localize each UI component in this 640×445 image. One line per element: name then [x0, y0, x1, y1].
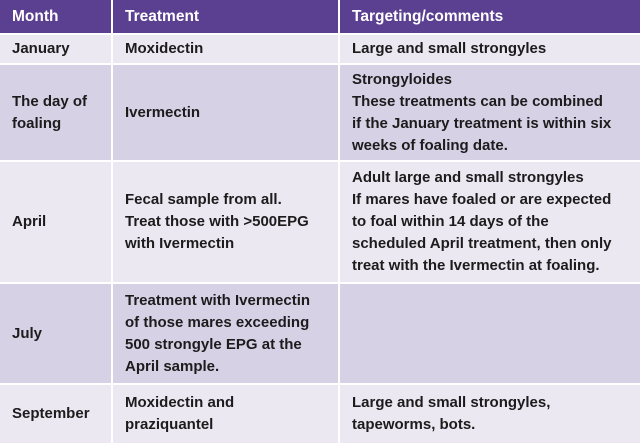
table-row: January Moxidectin Large and small stron…	[0, 35, 640, 65]
header-comments: Targeting/comments	[340, 0, 640, 35]
treatment-line: 500 strongyle EPG at the	[125, 335, 302, 353]
comment-line: Adult large and small strongyles	[352, 169, 584, 186]
treatment-cell: Fecal sample from all. Treat those with …	[113, 162, 340, 284]
month-line: foaling	[12, 114, 62, 132]
treatment-line: April sample.	[125, 357, 220, 375]
comments-cell: Strongyloides These treatments can be co…	[340, 65, 640, 162]
header-month: Month	[0, 0, 113, 35]
header-treatment: Treatment	[113, 0, 340, 35]
table-row: September Moxidectin and praziquantel La…	[0, 385, 640, 445]
comment-line: Large and small strongyles,	[352, 394, 551, 411]
treatment-cell: Moxidectin and praziquantel	[113, 385, 340, 445]
month-cell: January	[0, 35, 113, 65]
comment-line: These treatments can be combined	[352, 92, 603, 110]
treatment-cell: Ivermectin	[113, 65, 340, 162]
comments-cell: Large and small strongyles	[340, 35, 640, 65]
comment-line: If mares have foaled or are expected	[352, 191, 612, 208]
comments-cell: Adult large and small strongyles If mare…	[340, 162, 640, 284]
treatment-line: with Ivermectin	[125, 235, 235, 252]
comment-line: treat with the Ivermectin at foaling.	[352, 257, 600, 274]
comment-line: weeks of foaling date.	[352, 136, 508, 154]
month-cell: The day of foaling	[0, 65, 113, 162]
treatment-line: Treat those with >500EPG	[125, 213, 309, 230]
treatment-line: Fecal sample from all.	[125, 191, 282, 208]
treatment-line: Moxidectin	[125, 40, 204, 57]
comment-line: if the January treatment is within six	[352, 114, 612, 132]
comments-cell: Large and small strongyles, tapeworms, b…	[340, 385, 640, 445]
comment-line: tapeworms, bots.	[352, 416, 476, 433]
comment-line: to foal within 14 days of the	[352, 213, 549, 230]
treatment-line: Treatment with Ivermectin	[125, 291, 311, 309]
table-row: April Fecal sample from all. Treat those…	[0, 162, 640, 284]
treatment-line: Ivermectin	[125, 103, 201, 121]
treatment-line: of those mares exceeding	[125, 313, 310, 331]
comments-cell-empty	[340, 284, 640, 385]
treatment-line: praziquantel	[125, 416, 214, 433]
month-cell: April	[0, 162, 113, 284]
treatment-cell: Moxidectin	[113, 35, 340, 65]
comment-line: Strongyloides	[352, 70, 453, 88]
month-cell: September	[0, 385, 113, 445]
table-row: July Treatment with Ivermectin of those …	[0, 284, 640, 385]
month-cell: July	[0, 284, 113, 385]
treatment-cell: Treatment with Ivermectin of those mares…	[113, 284, 340, 385]
comment-line: scheduled April treatment, then only	[352, 235, 612, 252]
treatment-line: Moxidectin and	[125, 394, 235, 411]
header-row: Month Treatment Targeting/comments	[0, 0, 640, 35]
comment-line: Large and small strongyles	[352, 40, 547, 57]
month-line: The day of	[12, 92, 88, 110]
table-row: The day of foaling Ivermectin Strongyloi…	[0, 65, 640, 162]
